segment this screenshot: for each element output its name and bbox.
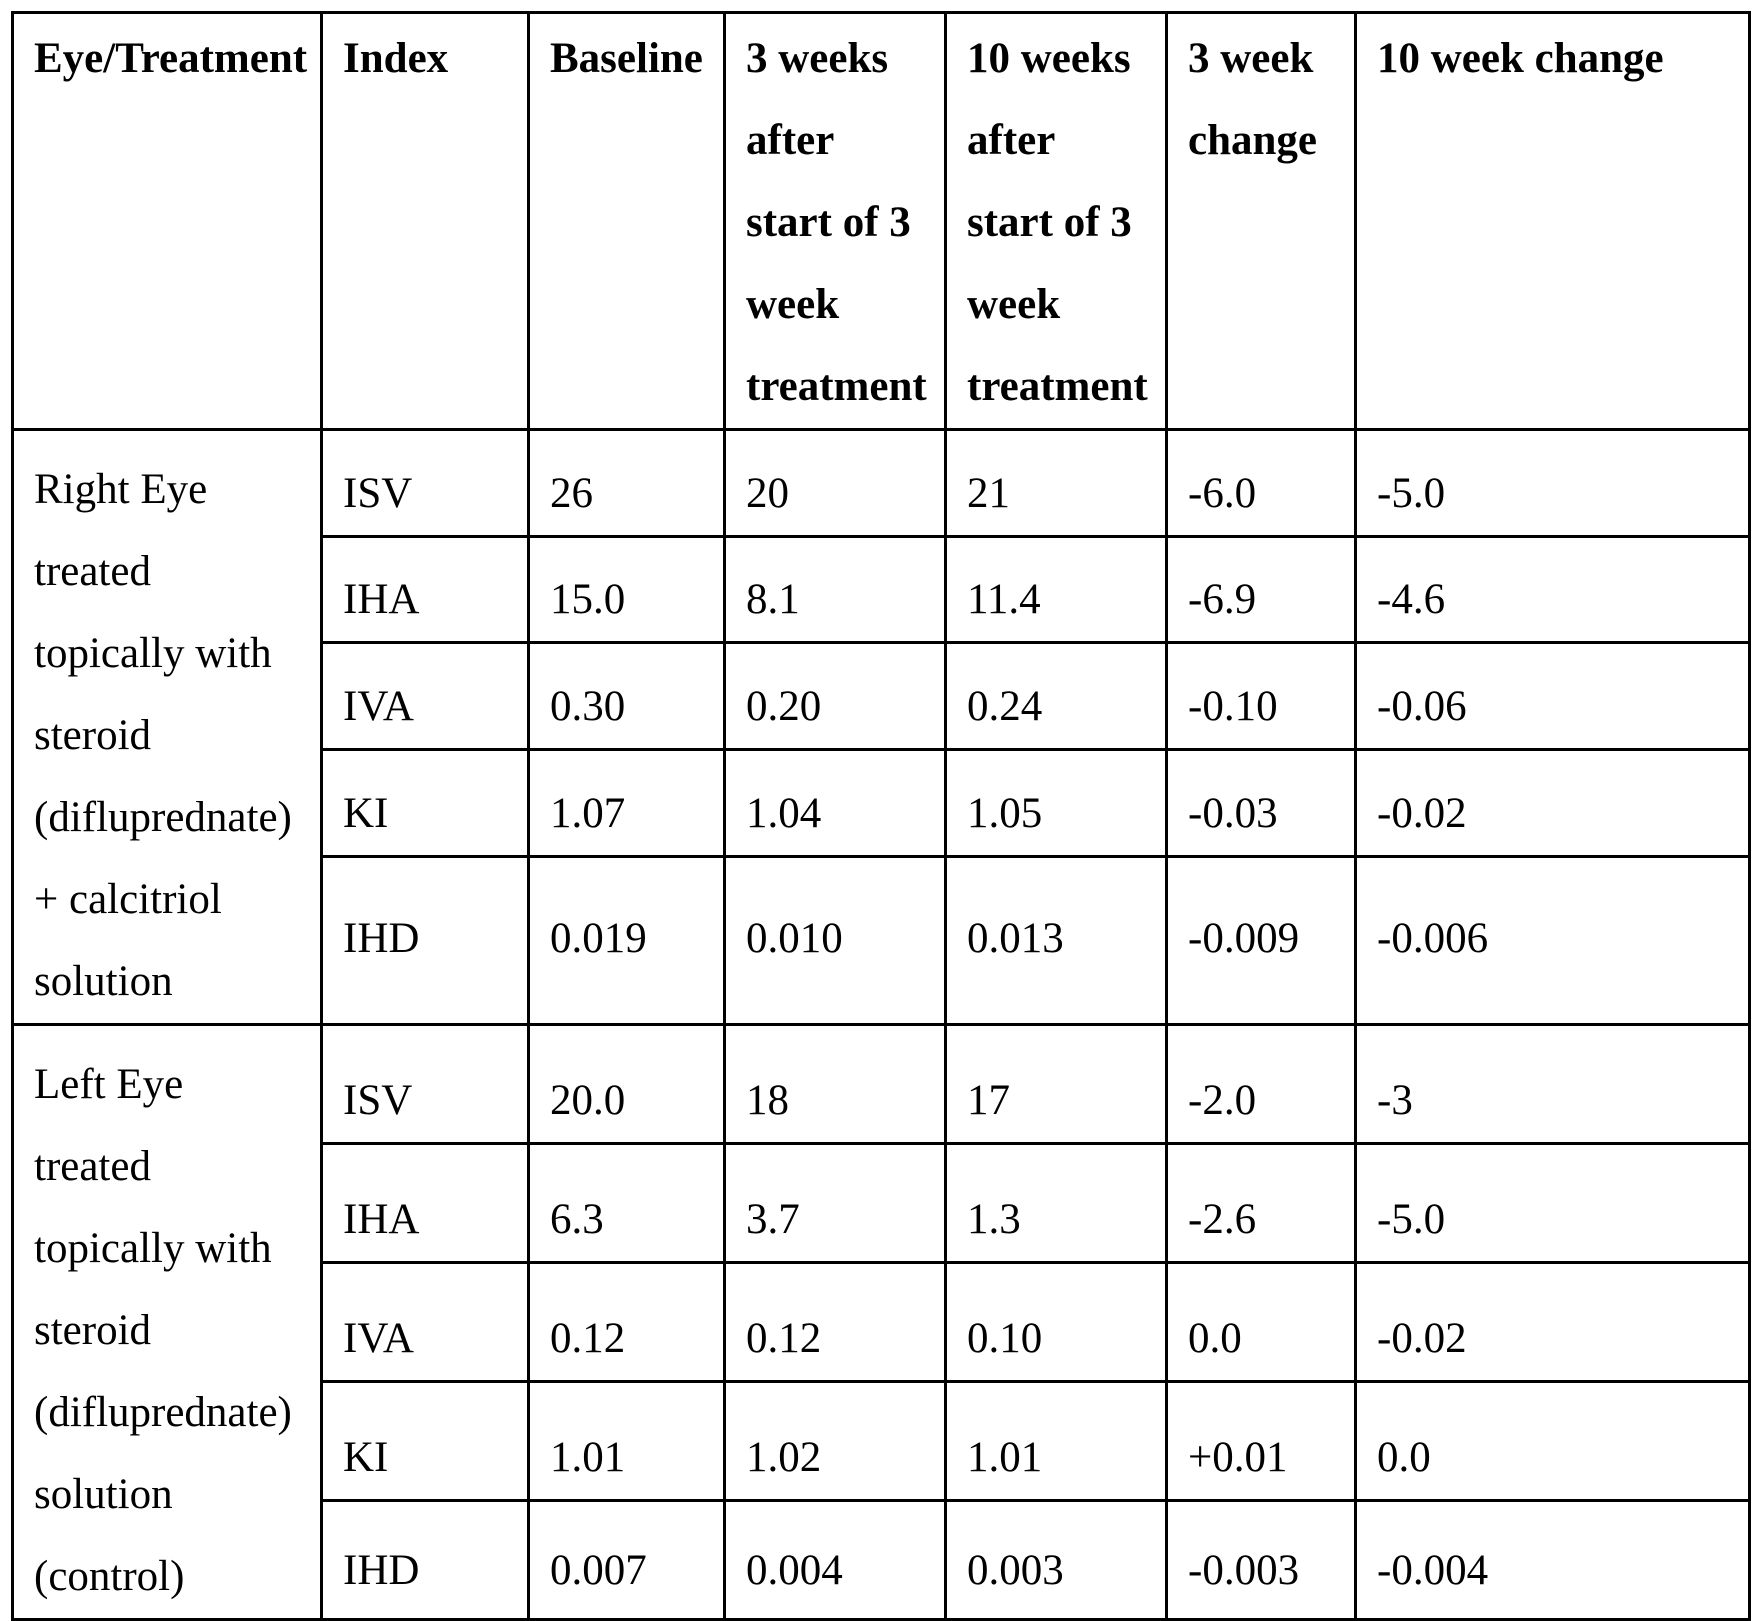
week10-cell: 21 <box>946 430 1167 537</box>
change10-cell: -0.06 <box>1356 643 1750 750</box>
baseline-cell: 1.07 <box>529 750 725 857</box>
week10-cell: 1.05 <box>946 750 1167 857</box>
treatment-cell-right-eye: Right Eye treated topically with steroid… <box>13 430 322 1025</box>
change3-cell: -2.0 <box>1167 1025 1356 1144</box>
change3-cell: -0.003 <box>1167 1501 1356 1620</box>
cut-off-table-caption <box>0 0 1756 10</box>
index-cell: IHD <box>322 1501 529 1620</box>
change3-cell: 0.0 <box>1167 1263 1356 1382</box>
change10-cell: -0.006 <box>1356 856 1750 1024</box>
baseline-cell: 1.01 <box>529 1382 725 1501</box>
change3-cell: -0.03 <box>1167 750 1356 857</box>
index-cell: IVA <box>322 643 529 750</box>
week3-cell: 8.1 <box>725 536 946 643</box>
baseline-cell: 0.019 <box>529 856 725 1024</box>
week3-cell: 0.004 <box>725 1501 946 1620</box>
header-index: Index <box>322 13 529 430</box>
index-cell: IHA <box>322 536 529 643</box>
baseline-cell: 0.30 <box>529 643 725 750</box>
week3-cell: 18 <box>725 1025 946 1144</box>
change3-cell: -0.10 <box>1167 643 1356 750</box>
baseline-cell: 20.0 <box>529 1025 725 1144</box>
week10-cell: 0.003 <box>946 1501 1167 1620</box>
week3-cell: 0.010 <box>725 856 946 1024</box>
change3-cell: -6.0 <box>1167 430 1356 537</box>
week3-cell: 20 <box>725 430 946 537</box>
index-cell: IHA <box>322 1144 529 1263</box>
change10-cell: -0.02 <box>1356 1263 1750 1382</box>
week3-cell: 0.12 <box>725 1263 946 1382</box>
header-baseline: Baseline <box>529 13 725 430</box>
index-cell: IVA <box>322 1263 529 1382</box>
change3-cell: -0.009 <box>1167 856 1356 1024</box>
results-table: Eye/Treatment Index Baseline 3 weeks aft… <box>11 11 1751 1621</box>
header-eye-treatment: Eye/Treatment <box>13 13 322 430</box>
change10-cell: -0.02 <box>1356 750 1750 857</box>
header-10-weeks-after: 10 weeks after start of 3 week treatment <box>946 13 1167 430</box>
table-row: Left Eye treated topically with steroid … <box>13 1025 1750 1144</box>
week10-cell: 0.10 <box>946 1263 1167 1382</box>
week10-cell: 17 <box>946 1025 1167 1144</box>
change3-cell: -6.9 <box>1167 536 1356 643</box>
header-3-week-change: 3 week change <box>1167 13 1356 430</box>
baseline-cell: 15.0 <box>529 536 725 643</box>
change10-cell: -0.004 <box>1356 1501 1750 1620</box>
index-cell: KI <box>322 1382 529 1501</box>
week10-cell: 1.01 <box>946 1382 1167 1501</box>
document-page: Eye/Treatment Index Baseline 3 weeks aft… <box>0 0 1756 1504</box>
table-row: Right Eye treated topically with steroid… <box>13 430 1750 537</box>
index-cell: ISV <box>322 430 529 537</box>
week10-cell: 0.24 <box>946 643 1167 750</box>
baseline-cell: 6.3 <box>529 1144 725 1263</box>
change10-cell: -5.0 <box>1356 430 1750 537</box>
week10-cell: 11.4 <box>946 536 1167 643</box>
week10-cell: 0.013 <box>946 856 1167 1024</box>
week3-cell: 0.20 <box>725 643 946 750</box>
change3-cell: +0.01 <box>1167 1382 1356 1501</box>
change10-cell: -3 <box>1356 1025 1750 1144</box>
change3-cell: -2.6 <box>1167 1144 1356 1263</box>
index-cell: ISV <box>322 1025 529 1144</box>
week10-cell: 1.3 <box>946 1144 1167 1263</box>
treatment-cell-left-eye: Left Eye treated topically with steroid … <box>13 1025 322 1620</box>
baseline-cell: 26 <box>529 430 725 537</box>
baseline-cell: 0.12 <box>529 1263 725 1382</box>
header-10-week-change: 10 week change <box>1356 13 1750 430</box>
baseline-cell: 0.007 <box>529 1501 725 1620</box>
index-cell: KI <box>322 750 529 857</box>
header-row: Eye/Treatment Index Baseline 3 weeks aft… <box>13 13 1750 430</box>
week3-cell: 3.7 <box>725 1144 946 1263</box>
header-3-weeks-after: 3 weeks after start of 3 week treatment <box>725 13 946 430</box>
week3-cell: 1.04 <box>725 750 946 857</box>
week3-cell: 1.02 <box>725 1382 946 1501</box>
change10-cell: 0.0 <box>1356 1382 1750 1501</box>
index-cell: IHD <box>322 856 529 1024</box>
change10-cell: -4.6 <box>1356 536 1750 643</box>
change10-cell: -5.0 <box>1356 1144 1750 1263</box>
